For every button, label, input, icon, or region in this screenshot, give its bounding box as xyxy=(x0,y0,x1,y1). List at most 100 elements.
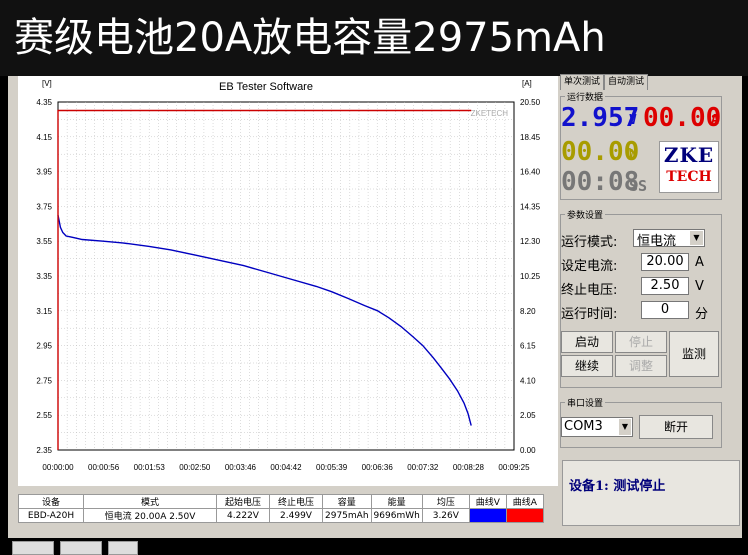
y-left-tick-label: 3.15 xyxy=(36,307,52,316)
table-header: 容量 xyxy=(322,494,372,509)
taskbar-button[interactable] xyxy=(108,541,138,555)
discharge-chart: 4.35 4.15 3.95 3.75 3.55 3.35 3.15 2.95 2.75 2.55… xyxy=(36,79,541,472)
x-tick-label: 00:06:36 xyxy=(362,463,394,472)
mode-label: 运行模式: xyxy=(561,235,618,250)
table-header: 起始电压 xyxy=(216,494,270,509)
taskbar-button[interactable] xyxy=(60,541,102,555)
chevron-down-icon[interactable]: ▼ xyxy=(690,231,703,245)
table-header: 均压 xyxy=(421,494,470,509)
power-readout: 00.00 xyxy=(561,137,640,167)
logo-top-text: ZKE xyxy=(663,143,715,167)
current-setting-label: 设定电流: xyxy=(561,259,618,274)
x-tick-label: 00:02:50 xyxy=(179,463,211,472)
table-header: 能量 xyxy=(370,494,423,509)
y-right-tick-label: 18.45 xyxy=(520,133,541,142)
current-readout: 00.00 xyxy=(643,103,722,133)
y-left-tick-label: 3.55 xyxy=(36,237,52,246)
x-tick-label: 00:01:53 xyxy=(134,463,166,472)
com-port-select[interactable]: COM3 ▼ xyxy=(561,417,633,437)
mode-value: 恒电流 xyxy=(637,234,677,249)
continue-button[interactable]: 继续 xyxy=(561,355,613,377)
table-cell: 4.222V xyxy=(216,508,270,523)
y-left-tick-label: 4.15 xyxy=(36,133,52,142)
chart-watermark: ZKETECH xyxy=(471,109,509,118)
current-setting-input[interactable]: 20.00 xyxy=(641,253,689,271)
com-port-value: COM3 xyxy=(564,419,603,434)
disconnect-button[interactable]: 断开 xyxy=(639,415,713,439)
runtime-input[interactable]: 0 xyxy=(641,301,689,319)
x-tick-label: 00:00:56 xyxy=(88,463,120,472)
cutoff-voltage-label: 终止电压: xyxy=(561,283,618,298)
monitor-button[interactable]: 监测 xyxy=(669,331,719,377)
curve-v-swatch[interactable] xyxy=(468,508,507,523)
x-tick-label: 00:00:00 xyxy=(42,463,74,472)
y-left-tick-label: 3.75 xyxy=(36,202,52,211)
cutoff-voltage-input[interactable]: 2.50 xyxy=(641,277,689,295)
taskbar xyxy=(0,538,748,555)
params-group: 参数设置 运行模式: 恒电流 ▼ 设定电流: 20.00 A 终止电压: 2.5… xyxy=(560,208,722,388)
taskbar-button[interactable] xyxy=(12,541,54,555)
cutoff-voltage-unit: V xyxy=(695,279,704,294)
time-unit: SS xyxy=(629,177,648,195)
y-left-tick-label: 2.55 xyxy=(36,411,52,420)
y-left-tick-label: 3.95 xyxy=(36,168,52,177)
current-unit: A xyxy=(711,113,719,128)
y-left-tick-label: 2.35 xyxy=(36,446,52,455)
app-window: 4.35 4.15 3.95 3.75 3.55 3.35 3.15 2.95 2.75 2.55… xyxy=(8,74,742,538)
y-right-tick-label: 20.50 xyxy=(520,98,541,107)
chart-panel: 4.35 4.15 3.95 3.75 3.55 3.35 3.15 2.95 2.75 2.55… xyxy=(18,76,558,486)
logo-bottom-text: TECH xyxy=(666,169,712,185)
voltage-series-line xyxy=(57,214,472,426)
run-data-title: 运行数据 xyxy=(565,90,606,103)
x-tick-label: 00:07:32 xyxy=(407,463,439,472)
y-right-tick-label: 8.20 xyxy=(520,307,536,316)
voltage-readout: 2.957 xyxy=(561,103,640,133)
current-series-line xyxy=(57,109,472,450)
y-left-tick-label: 4.35 xyxy=(36,98,52,107)
y-right-tick-label: 2.05 xyxy=(520,411,536,420)
run-data-group: 运行数据 2.957 V 00.00 A 00.00 W 00:08 SS ZK… xyxy=(560,90,722,200)
table-cell: 恒电流 20.00A 2.50V xyxy=(83,508,217,523)
power-unit: W xyxy=(629,147,637,162)
table-header: 模式 xyxy=(83,494,217,509)
x-tick-label: 00:05:39 xyxy=(316,463,348,472)
curve-a-swatch[interactable] xyxy=(505,508,544,523)
table-cell: 3.26V xyxy=(421,508,470,523)
serial-group: 串口设置 COM3 ▼ 断开 xyxy=(560,396,722,448)
table-cell: 2.499V xyxy=(269,508,323,523)
zketech-logo: ZKE TECH xyxy=(659,141,719,193)
y-right-axis-label: [A] xyxy=(522,79,532,88)
start-button[interactable]: 启动 xyxy=(561,331,613,353)
adjust-button[interactable]: 调整 xyxy=(615,355,667,377)
results-table: 设备 模式 起始电压 终止电压 容量 能量 均压 曲线V 曲线A EBD-A20… xyxy=(18,494,544,523)
y-right-tick-label: 10.25 xyxy=(520,272,541,281)
stop-button[interactable]: 停止 xyxy=(615,331,667,353)
tab-auto-test[interactable]: 自动测试 xyxy=(604,74,649,90)
y-right-tick-label: 6.15 xyxy=(520,342,536,351)
voltage-unit: V xyxy=(629,113,637,128)
y-left-axis-label: [V] xyxy=(42,79,52,88)
mode-select[interactable]: 恒电流 ▼ xyxy=(633,229,705,249)
runtime-unit: 分 xyxy=(695,307,709,322)
y-left-tick-label: 2.95 xyxy=(36,342,52,351)
table-row[interactable]: EBD-A20H 恒电流 20.00A 2.50V 4.222V 2.499V … xyxy=(18,508,544,523)
table-cell: 9696mWh xyxy=(370,508,423,523)
y-right-tick-label: 16.40 xyxy=(520,168,541,177)
time-readout: 00:08 xyxy=(561,167,640,197)
y-right-tick-label: 12.30 xyxy=(520,237,541,246)
status-text: 设备1: 测试停止 xyxy=(569,479,666,494)
x-tick-label: 00:08:28 xyxy=(453,463,485,472)
tab-single-test[interactable]: 单次测试 xyxy=(560,74,605,90)
y-left-tick-label: 3.35 xyxy=(36,272,52,281)
banner-title: 赛级电池20A放电容量2975mAh xyxy=(0,0,748,76)
table-cell: 2975mAh xyxy=(322,508,372,523)
table-header-row: 设备 模式 起始电压 终止电压 容量 能量 均压 曲线V 曲线A xyxy=(18,494,544,509)
serial-title: 串口设置 xyxy=(565,396,606,409)
table-header: 曲线V xyxy=(468,494,507,509)
y-left-tick-label: 2.75 xyxy=(36,376,52,385)
y-right-tick-label: 4.10 xyxy=(520,376,536,385)
runtime-label: 运行时间: xyxy=(561,307,618,322)
current-setting-unit: A xyxy=(695,255,704,270)
chevron-down-icon[interactable]: ▼ xyxy=(619,419,631,435)
table-header: 曲线A xyxy=(505,494,544,509)
